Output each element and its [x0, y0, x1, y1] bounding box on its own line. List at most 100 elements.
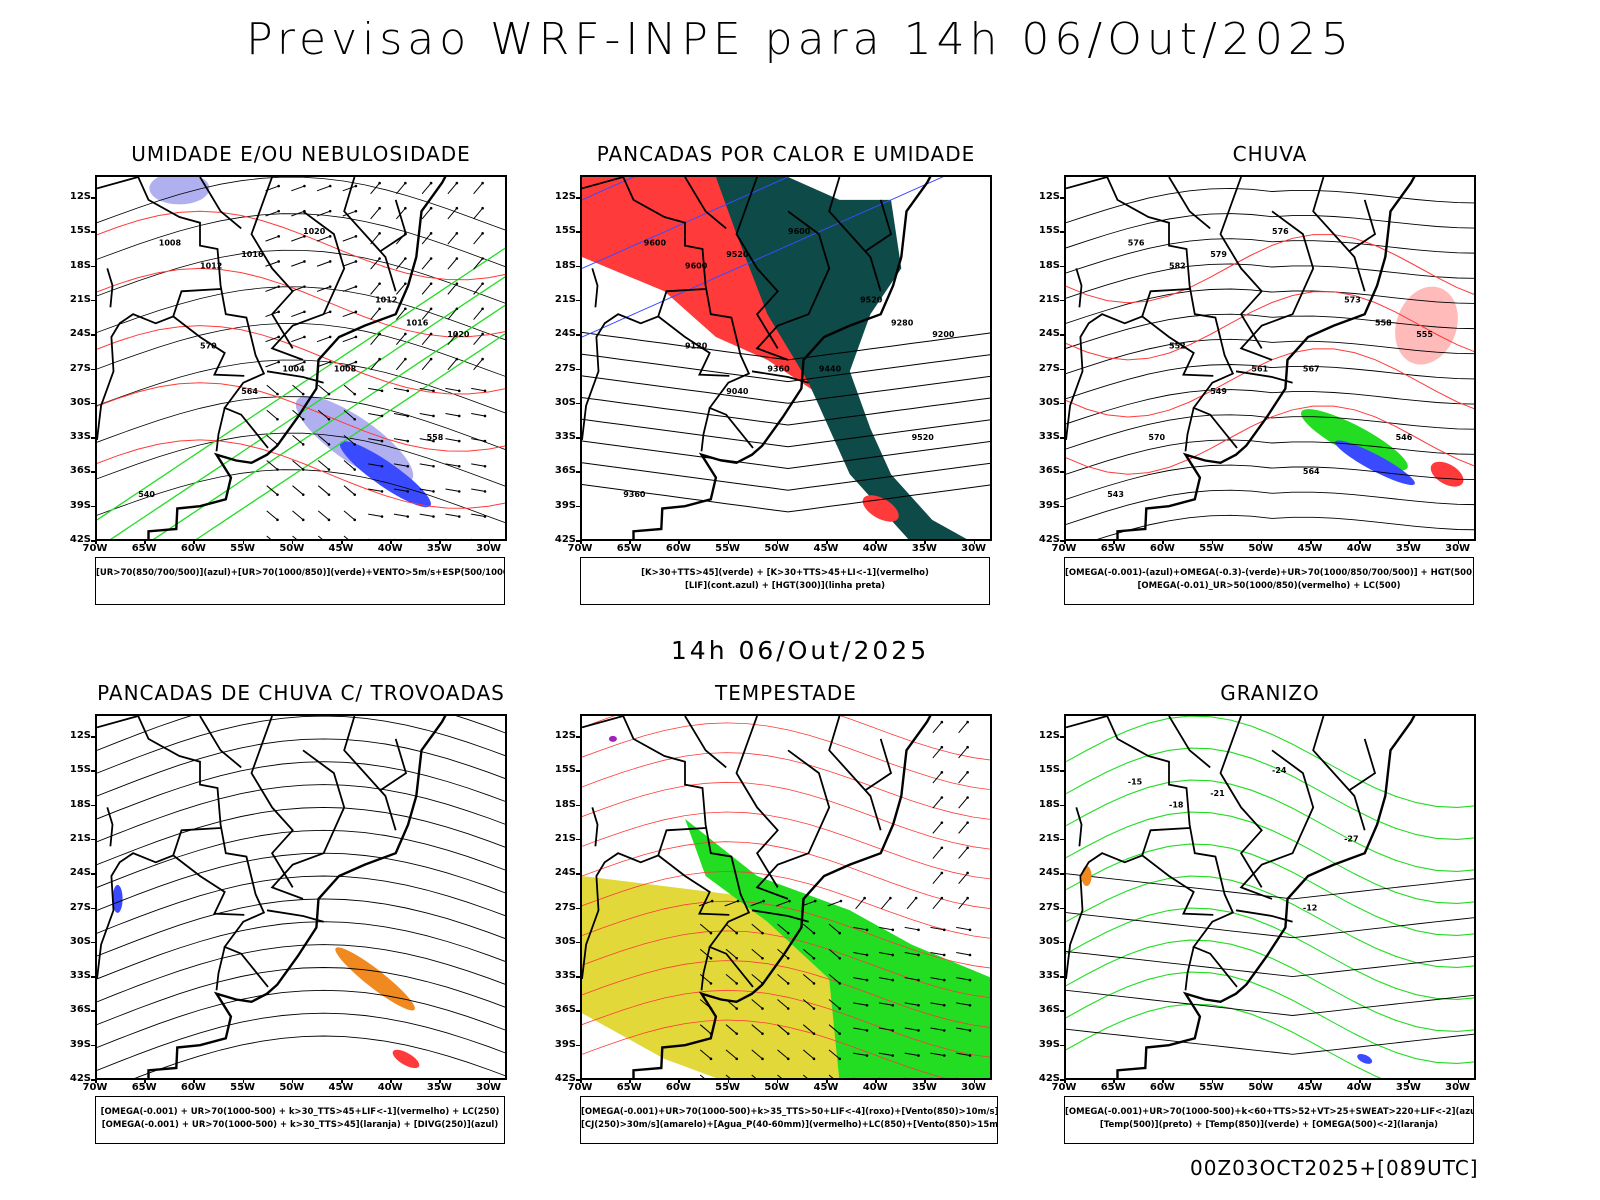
axis-tick — [1457, 539, 1460, 544]
weather-map: -15 -18 -21 -24 -27 -12 — [1064, 714, 1476, 1080]
axis-tick — [1060, 976, 1065, 978]
wind-850-vector-head — [709, 982, 713, 985]
wind-vector-head — [404, 332, 407, 336]
wind-850-vector-head — [917, 928, 920, 932]
latitude-label: 12S — [1038, 191, 1060, 202]
contour-label: 543 — [1107, 490, 1124, 499]
wind-850-vector — [904, 1027, 919, 1031]
border-line — [1239, 210, 1315, 361]
wind-vector-head — [457, 490, 461, 493]
wind-vector — [393, 438, 408, 442]
wind-850-vector-head — [966, 796, 969, 799]
temp-850-green — [1066, 716, 1474, 808]
wind-vector-head — [481, 232, 484, 235]
contour-label: 1016 — [241, 250, 264, 259]
wind-850-vector — [906, 897, 917, 910]
longitude-label: 30W — [476, 1082, 502, 1093]
border-line — [755, 210, 831, 361]
axis-tick — [1211, 539, 1214, 544]
wind-vector — [265, 235, 279, 242]
wind-vector — [421, 283, 432, 295]
legend-line: [OMEGA(-0.001)+UR>70(1000-500)+k>35_TTS>… — [581, 1107, 998, 1117]
axis-tick — [91, 505, 96, 508]
contour-label: -24 — [1272, 766, 1287, 775]
wind-850-vector-head — [891, 978, 895, 982]
wind-vector-head — [455, 307, 459, 311]
longitude-label: 30W — [476, 543, 502, 554]
contour-label: 1016 — [406, 319, 429, 328]
axis-tick — [875, 1078, 877, 1083]
legend-line: [CJ(250)>30m/s](amarelo)+[Agua_P(40-60mm… — [581, 1120, 998, 1130]
wind-vector — [342, 185, 357, 192]
axis-tick — [576, 1010, 581, 1012]
wind-vector — [419, 438, 434, 442]
longitude-label: 50W — [764, 1082, 790, 1093]
longitude-label: 65W — [616, 543, 642, 554]
wind-vector — [445, 488, 460, 492]
border-line — [864, 738, 893, 792]
streamline-250 — [97, 852, 505, 911]
wind-850-vector — [853, 1077, 855, 1078]
wind-850-vector — [956, 1077, 958, 1078]
wind-vector-head — [354, 360, 358, 364]
axis-tick — [576, 907, 581, 909]
wind-850-vector — [956, 952, 971, 956]
wind-850-vector-head — [761, 1032, 764, 1035]
height-500-line — [1066, 364, 1474, 400]
longitude-label: 35W — [911, 543, 937, 554]
wind-vector — [343, 460, 356, 470]
wind-vector-head — [455, 357, 459, 361]
border-line — [1235, 370, 1293, 384]
wind-850-vector — [932, 746, 943, 759]
axis-tick — [826, 1078, 828, 1083]
wind-vector-head — [353, 443, 357, 446]
longitude-label: 55W — [1199, 1082, 1225, 1093]
wind-850-vector-head — [865, 978, 869, 982]
instability-area-red — [862, 495, 899, 522]
contour-label: 1020 — [447, 330, 470, 339]
wind-vector-head — [457, 464, 461, 468]
wind-850-vector — [802, 999, 815, 1009]
axis-tick — [576, 873, 581, 875]
axis-tick — [91, 334, 96, 336]
axis-tick — [144, 539, 146, 544]
wind-vector-head — [457, 439, 461, 443]
wind-vector-head — [301, 493, 305, 496]
axis-tick — [1060, 197, 1065, 199]
wind-850-vector — [904, 1052, 919, 1057]
lc-850-red — [582, 722, 990, 791]
wind-850-vector-head — [969, 1079, 972, 1080]
latitude-label: 24S — [69, 867, 91, 879]
wind-850-vector-head — [761, 1007, 764, 1010]
height-500-line — [1097, 514, 1474, 539]
longitude-label: 35W — [1395, 1082, 1421, 1093]
wind-850-vector — [699, 923, 712, 934]
wind-vector-head — [277, 235, 280, 238]
wind-vector-head — [353, 518, 357, 522]
height-300-line — [582, 397, 990, 426]
streamline-250 — [97, 784, 505, 843]
panel-legend: [OMEGA(-0.001) + UR>70(1000-500) + k>30_… — [95, 1096, 505, 1144]
longitude-label: 45W — [328, 1082, 354, 1093]
temp-500-black — [1066, 951, 1474, 978]
border-line — [250, 177, 294, 349]
wind-vector-head — [380, 464, 384, 468]
wind-vector-head — [432, 490, 435, 493]
height-300-line — [582, 440, 990, 470]
axis-tick — [91, 402, 96, 405]
wind-850-vector — [853, 1027, 868, 1031]
wind-850-vector — [904, 977, 919, 981]
wind-850-vector-head — [865, 1054, 869, 1057]
legend-line: [K>30+TTS>45](verde) + [K>30+TTS>45+LI<-… — [641, 568, 929, 578]
wind-850-vector — [777, 1024, 789, 1035]
wind-vector — [370, 333, 380, 345]
wind-vector-head — [354, 184, 358, 188]
temp-850-green — [1066, 939, 1474, 1032]
axis-tick — [1060, 907, 1065, 909]
axis-tick — [576, 736, 581, 738]
contour-label: 9520 — [726, 250, 749, 259]
axis-tick — [1060, 804, 1065, 807]
wind-850-vector-head — [813, 899, 817, 903]
wind-vector — [370, 308, 380, 320]
wind-850-vector — [698, 900, 713, 907]
